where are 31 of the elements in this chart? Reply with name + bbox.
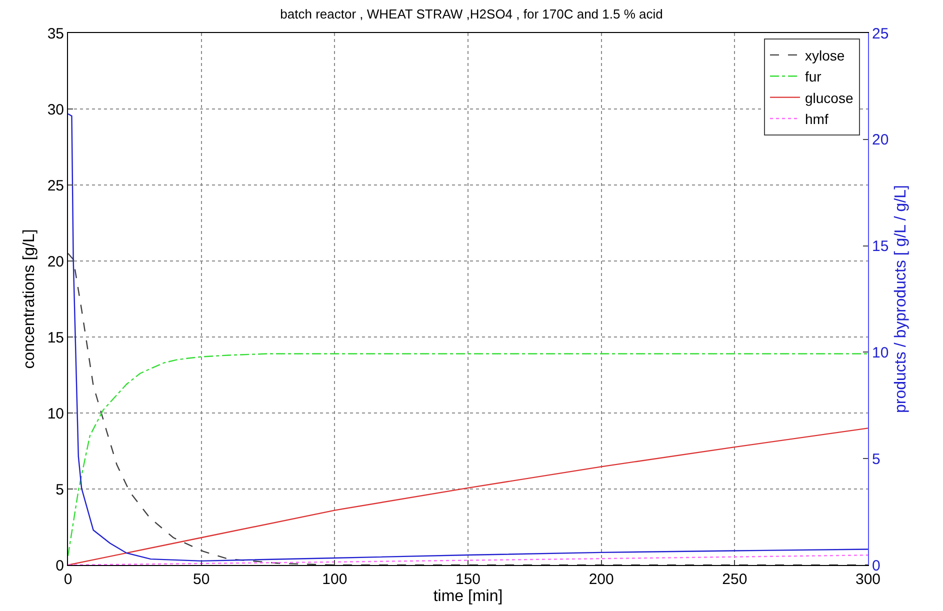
x-tick-label: 150	[455, 571, 481, 588]
legend-label: hmf	[805, 110, 828, 127]
y-tick-label: 0	[56, 557, 64, 574]
legend-label: fur	[805, 68, 822, 85]
chart-title: batch reactor , WHEAT STRAW ,H2SO4 , for 170C and 1.5 % acid	[280, 6, 663, 22]
y-tick-label: 30	[47, 101, 64, 118]
y-tick-label: 20	[47, 253, 64, 270]
y2-tick-label: 20	[872, 132, 889, 149]
line-series	[68, 428, 868, 565]
line-series	[68, 554, 868, 565]
y-tick-label: 35	[47, 25, 64, 42]
y2-tick-label: 5	[872, 450, 880, 468]
legend-label: xylose	[805, 47, 845, 64]
x-tick-label: 50	[192, 571, 210, 588]
line-series	[68, 113, 868, 562]
y-tick-label: 10	[47, 405, 64, 422]
y-tick-label: 5	[56, 481, 64, 498]
line-series	[68, 353, 868, 556]
y2-tick-label: 15	[872, 238, 889, 256]
y-axis-title: concentrations [g/L]	[21, 229, 38, 369]
x-tick-label: 200	[588, 571, 614, 588]
y2-tick-label: 25	[872, 25, 889, 42]
y-tick-label: 25	[47, 177, 64, 194]
line-series	[68, 252, 868, 565]
x-axis-title: time [min]	[433, 588, 503, 605]
x-tick-label: 100	[322, 571, 348, 588]
legend-label: glucose	[805, 90, 854, 106]
x-tick-label: 250	[722, 571, 748, 588]
y-tick-label: 15	[47, 329, 64, 346]
y2-tick-label: 10	[872, 344, 889, 362]
y2-axis-title: products / byproducts [ g/L / g/L]	[892, 185, 910, 413]
